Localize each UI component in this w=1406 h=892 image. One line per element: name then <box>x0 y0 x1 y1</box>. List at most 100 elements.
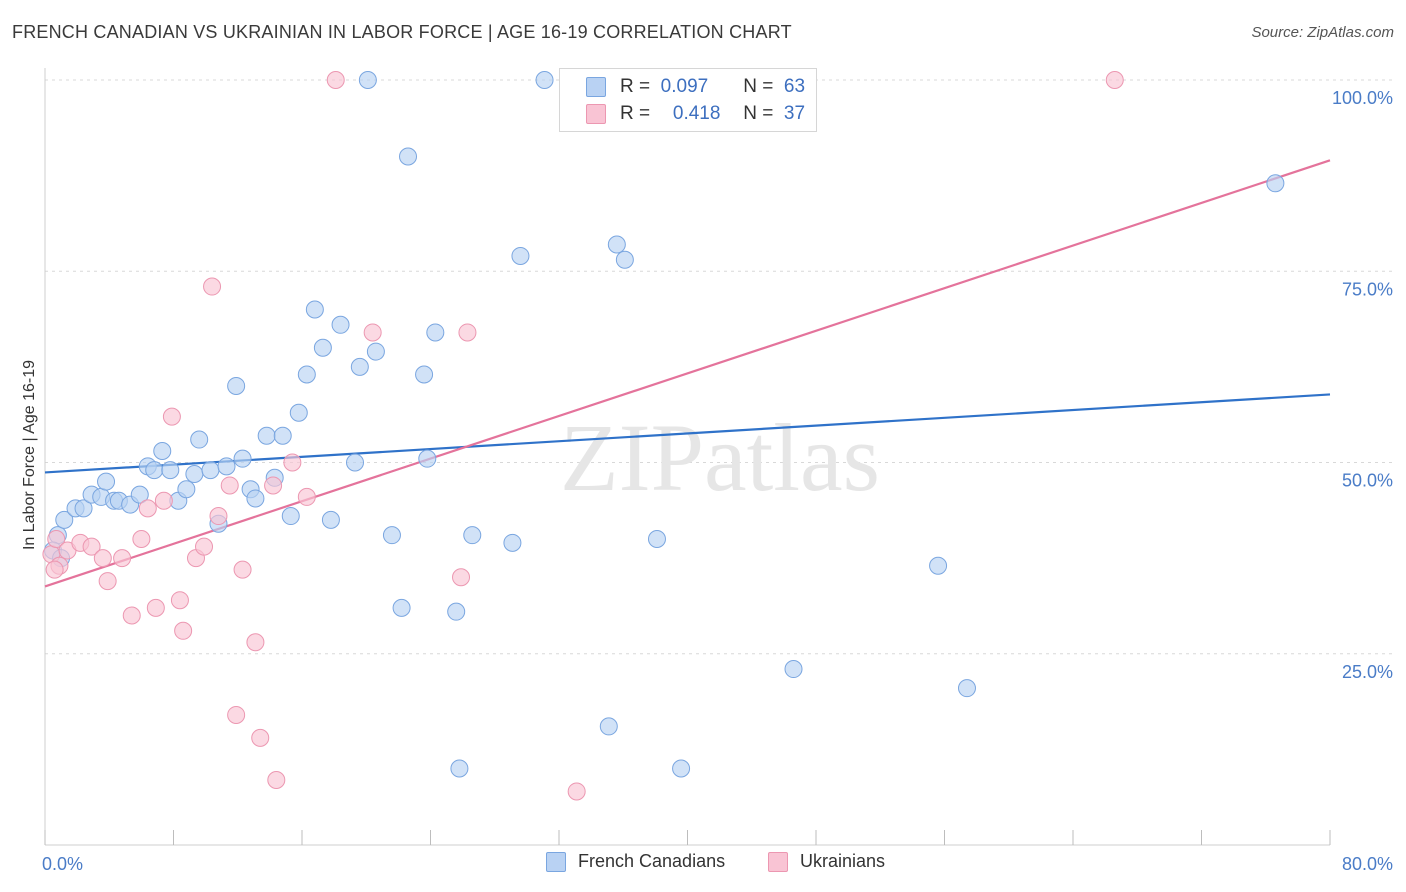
legend-swatch-pink <box>586 104 606 124</box>
point-french-canadian <box>305 300 324 319</box>
legend-r-value: 0.418 <box>672 103 721 124</box>
legend-row-ukrainian: R = 0.418 N = 37 <box>586 102 805 126</box>
trendline-ukrainians <box>44 159 1331 588</box>
point-french-canadian <box>201 461 220 480</box>
point-ukrainian <box>246 633 265 652</box>
point-french-canadian <box>177 480 196 499</box>
point-french-canadian <box>382 526 401 545</box>
point-french-canadian <box>607 235 626 254</box>
legend-item-ukrainians[interactable]: Ukrainians <box>768 851 885 872</box>
point-french-canadian <box>331 315 350 334</box>
point-french-canadian <box>358 71 377 89</box>
point-french-canadian <box>217 457 236 476</box>
point-french-canadian <box>450 759 469 778</box>
point-french-canadian <box>447 602 466 621</box>
point-french-canadian <box>511 246 530 265</box>
gridlines <box>45 79 1392 655</box>
point-french-canadian <box>366 342 385 361</box>
point-french-canadian <box>281 507 300 526</box>
legend-item-french-canadians[interactable]: French Canadians <box>546 851 725 872</box>
x-tick-label: 0.0% <box>42 854 83 874</box>
point-french-canadian <box>321 510 340 529</box>
source-label: Source: ZipAtlas.com <box>1251 24 1394 41</box>
point-french-canadian <box>535 71 554 89</box>
point-french-canadian <box>672 759 691 778</box>
point-french-canadian <box>74 499 93 518</box>
y-axis-label: In Labor Force | Age 16-19 <box>21 360 38 550</box>
point-ukrainian <box>82 537 101 556</box>
point-ukrainian <box>162 407 181 426</box>
point-french-canadian <box>929 556 948 575</box>
point-french-canadian <box>55 510 74 529</box>
x-tick-label: 80.0% <box>1342 854 1393 874</box>
y-tick-label: 100.0% <box>1332 88 1393 108</box>
point-ukrainian <box>227 705 246 724</box>
point-french-canadian <box>273 426 292 445</box>
point-ukrainian <box>264 476 283 495</box>
point-ukrainian <box>154 491 173 510</box>
point-ukrainian <box>47 530 66 548</box>
correlation-legend: R = 0.097 N = 63 R = 0.418 N = 37 <box>559 68 817 132</box>
point-ukrainian <box>363 323 382 342</box>
y-tick-label: 25.0% <box>1342 662 1393 682</box>
point-french-canadian <box>599 717 618 736</box>
point-french-canadian <box>346 453 365 472</box>
point-ukrainian <box>203 277 222 296</box>
point-french-canadian <box>392 598 411 617</box>
trendline-french-canadians <box>44 393 1331 474</box>
point-ukrainian <box>209 507 228 526</box>
point-french-canadian <box>145 461 164 480</box>
chart-title: FRENCH CANADIAN VS UKRAINIAN IN LABOR FO… <box>12 22 792 42</box>
point-french-canadian <box>257 426 276 445</box>
point-ukrainian <box>326 71 345 89</box>
point-ukrainian <box>98 572 117 591</box>
point-french-canadian <box>503 533 522 552</box>
point-french-canadian <box>185 464 204 483</box>
axes <box>44 68 1331 846</box>
point-french-canadian <box>615 250 634 269</box>
point-french-canadian <box>784 660 803 679</box>
point-french-canadian <box>647 530 666 548</box>
legend-swatch-blue <box>546 851 566 872</box>
point-french-canadian <box>130 485 149 504</box>
trend-lines <box>44 159 1331 588</box>
data-points <box>42 71 1285 801</box>
point-ukrainian <box>233 560 252 579</box>
point-ukrainian <box>146 598 165 617</box>
y-tick-label: 50.0% <box>1342 471 1393 491</box>
point-french-canadian <box>297 365 316 384</box>
legend-label: French Canadians <box>578 851 726 871</box>
point-french-canadian <box>957 679 976 698</box>
point-french-canadian <box>246 489 265 508</box>
legend-r-label: R = <box>620 103 651 124</box>
point-french-canadian <box>463 526 482 545</box>
legend-swatch-blue <box>586 77 606 97</box>
series-legend: French Canadians Ukrainians <box>0 851 1406 877</box>
point-ukrainian <box>132 530 151 548</box>
point-french-canadian <box>97 472 116 491</box>
point-french-canadian <box>289 403 308 422</box>
point-ukrainian <box>113 549 132 568</box>
point-french-canadian <box>1266 174 1285 193</box>
point-ukrainian <box>45 560 64 579</box>
point-french-canadian <box>426 323 445 342</box>
point-french-canadian <box>153 442 172 461</box>
point-ukrainian <box>220 476 239 495</box>
watermark: ZIPatlas <box>560 404 880 511</box>
legend-n-label: N = <box>743 103 774 124</box>
y-tick-label: 75.0% <box>1342 279 1393 299</box>
point-ukrainian <box>297 487 316 506</box>
legend-swatch-pink <box>768 851 788 872</box>
point-ukrainian <box>170 591 189 610</box>
point-french-canadian <box>161 461 180 480</box>
point-french-canadian <box>418 449 437 468</box>
tick-labels: 25.0% 50.0% 75.0% 100.0% 0.0% 80.0% <box>42 88 1393 874</box>
legend-r-value: 0.097 <box>660 76 709 97</box>
point-ukrainian <box>251 728 270 747</box>
point-ukrainian <box>452 568 471 587</box>
legend-row-french: R = 0.097 N = 63 <box>586 75 805 99</box>
legend-n-value: 37 <box>783 103 806 124</box>
point-french-canadian <box>350 357 369 376</box>
point-ukrainian <box>458 323 477 342</box>
point-french-canadian <box>415 365 434 384</box>
